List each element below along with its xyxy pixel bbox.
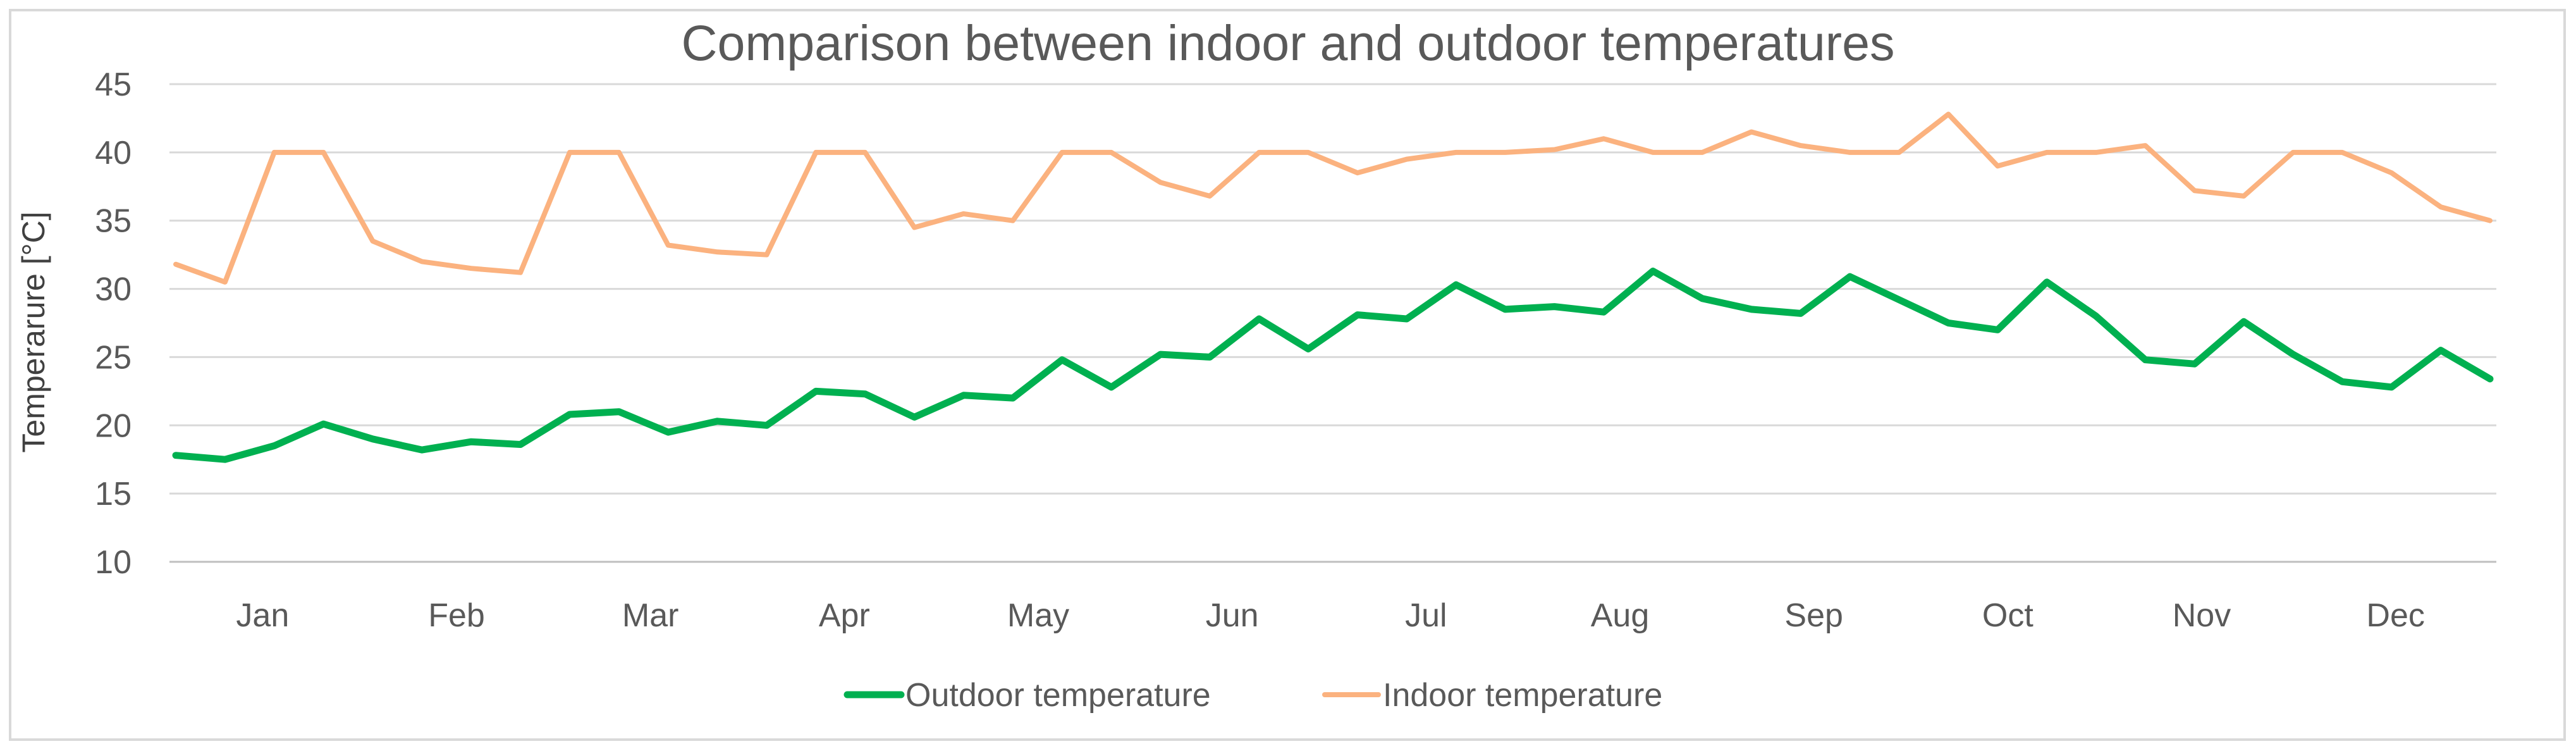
x-tick-label: Oct xyxy=(1982,597,2033,634)
y-tick-label: 25 xyxy=(95,339,132,376)
legend: Outdoor temperature Indoor temperature xyxy=(843,677,1662,714)
outdoor-temperature-line xyxy=(172,268,2494,463)
y-tick-label: 45 xyxy=(95,66,132,103)
x-tick-label: Nov xyxy=(2173,597,2231,634)
y-tick-label: 10 xyxy=(95,544,132,581)
x-tick-label: May xyxy=(1007,597,1069,634)
x-tick-label: Mar xyxy=(622,597,679,634)
y-tick-label: 30 xyxy=(95,271,132,308)
x-tick-label: Sep xyxy=(1784,597,1843,634)
y-tick-label: 15 xyxy=(95,476,132,512)
x-tick-label: Jul xyxy=(1405,597,1447,634)
series-layer xyxy=(172,111,2494,463)
x-tick-label: Jan xyxy=(236,597,289,634)
x-tick-label: Feb xyxy=(428,597,485,634)
x-tick-label: Apr xyxy=(819,597,870,634)
y-tick-label: 35 xyxy=(95,203,132,240)
series-outdoor xyxy=(172,268,2494,463)
gridlines xyxy=(169,83,2496,563)
y-axis-title: Temperarure [°C] xyxy=(16,211,51,452)
legend-indoor-label: Indoor temperature xyxy=(1383,677,1662,714)
indoor-temperature-line xyxy=(173,111,2493,285)
y-tick-label: 40 xyxy=(95,135,132,171)
y-tick-label: 20 xyxy=(95,407,132,444)
legend-outdoor-label: Outdoor temperature xyxy=(905,677,1211,714)
x-tick-label: Dec xyxy=(2366,597,2424,634)
chart-title: Comparison between indoor and outdoor te… xyxy=(681,15,1894,71)
x-tick-label: Aug xyxy=(1591,597,1650,634)
x-axis-ticks: Jan Feb Mar Apr May Jun Jul Aug Sep Oct Nov Dec xyxy=(236,597,2424,634)
series-indoor xyxy=(173,111,2493,285)
chart-frame xyxy=(9,9,2566,741)
x-tick-label: Jun xyxy=(1206,597,1259,634)
y-axis-ticks: 10 15 20 25 30 35 40 45 xyxy=(95,66,132,581)
